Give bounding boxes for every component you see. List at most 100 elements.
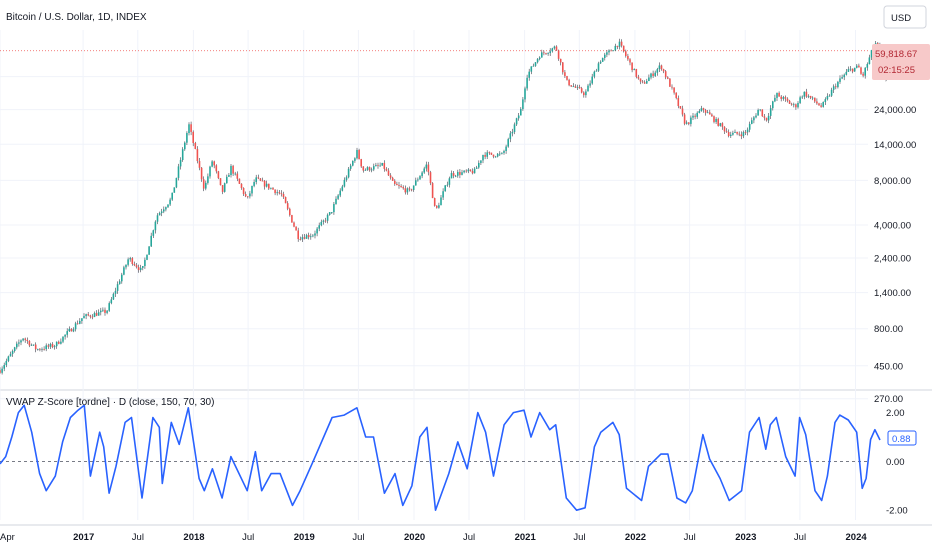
candle-body <box>436 205 438 208</box>
candle-body <box>373 166 375 170</box>
candle-body <box>179 160 182 167</box>
candle-body <box>137 267 140 271</box>
candle-body <box>282 194 285 198</box>
candle-body <box>123 267 125 275</box>
candle-body <box>740 134 743 137</box>
candle-body <box>625 51 627 56</box>
time-tick-label: Jul <box>132 532 144 543</box>
candle-body <box>68 328 71 332</box>
candle-body <box>312 235 314 237</box>
candle-body <box>858 65 860 68</box>
candle-body <box>753 117 755 121</box>
candle-body <box>711 114 713 117</box>
candle-body <box>131 258 134 264</box>
candle-body <box>274 189 276 194</box>
candle-body <box>652 73 654 76</box>
candle-body <box>144 259 146 267</box>
candle-body <box>459 171 461 175</box>
candle-body <box>520 109 522 116</box>
candle-body <box>490 152 493 155</box>
indicator-tick-label: 2.00 <box>886 408 905 419</box>
candle-body <box>574 86 577 88</box>
candle-body <box>236 173 239 179</box>
candle-body <box>238 178 241 184</box>
candle-body <box>402 187 404 189</box>
candle-body <box>772 101 774 109</box>
candle-body <box>683 114 686 124</box>
candle-body <box>207 176 209 183</box>
candle-body <box>528 71 530 78</box>
candle-body <box>51 344 54 348</box>
candle-body <box>795 104 797 108</box>
candle-body <box>454 175 457 177</box>
candle-body <box>385 168 388 171</box>
candle-body <box>307 235 310 238</box>
time-tick-label: 2017 <box>73 532 94 543</box>
candle-body <box>601 57 604 62</box>
candle-body <box>706 112 709 114</box>
candle-body <box>482 155 484 161</box>
candle-body <box>121 274 123 282</box>
candle-body <box>541 52 543 58</box>
candle-body <box>797 102 799 108</box>
candle-body <box>853 67 856 72</box>
candle-body <box>328 212 331 215</box>
candle-body <box>742 132 745 137</box>
candle-body <box>793 104 795 106</box>
candle-body <box>835 86 837 88</box>
candle-body <box>53 346 56 348</box>
candle-body <box>631 62 633 71</box>
candle-body <box>488 152 491 154</box>
candle-body <box>396 183 398 186</box>
candle-body <box>9 353 12 357</box>
candle-body <box>757 109 759 116</box>
candle-body <box>81 318 83 321</box>
candle-body <box>517 115 520 119</box>
candle-body <box>100 310 102 313</box>
candle-body <box>102 309 104 311</box>
candle-body <box>646 81 648 84</box>
candle-body <box>744 132 747 133</box>
candle-body <box>221 185 224 192</box>
candle-body <box>335 198 337 205</box>
candle-body <box>314 233 316 236</box>
candle-body <box>202 179 205 189</box>
candle-body <box>480 160 482 163</box>
candle-body <box>486 152 488 157</box>
time-tick-label: 2019 <box>294 532 315 543</box>
candle-body <box>790 103 793 105</box>
price-badge: 59,818.67 02:15:25 <box>872 44 930 80</box>
time-tick-label: 2020 <box>404 532 425 543</box>
candle-body <box>622 45 625 52</box>
candle-body <box>643 82 646 84</box>
candle-body <box>658 65 661 70</box>
candle-body <box>356 149 358 159</box>
candle-body <box>247 196 249 198</box>
candle-body <box>358 149 360 160</box>
currency-button[interactable]: USD <box>883 5 927 29</box>
candle-body <box>177 166 180 178</box>
candle-body <box>95 313 98 316</box>
candle-body <box>11 351 14 354</box>
candle-body <box>694 115 696 117</box>
candle-body <box>841 77 843 79</box>
candle-body <box>205 182 207 189</box>
candle-body <box>230 165 232 176</box>
candle-body <box>331 212 333 213</box>
candle-body <box>511 131 514 134</box>
candle-body <box>856 65 858 68</box>
candle-body <box>746 129 749 133</box>
candle-body <box>843 74 845 78</box>
candle-body <box>547 53 549 54</box>
candle-body <box>400 185 402 188</box>
candle-body <box>125 264 127 268</box>
candle-body <box>801 96 803 98</box>
candle-body <box>49 344 52 347</box>
candle-body <box>415 180 417 186</box>
candle-body <box>664 71 667 78</box>
candle-body <box>526 77 528 89</box>
candle-body <box>251 185 253 194</box>
candle-body <box>734 131 736 133</box>
price-tick-label: 24,000.00 <box>874 105 916 116</box>
